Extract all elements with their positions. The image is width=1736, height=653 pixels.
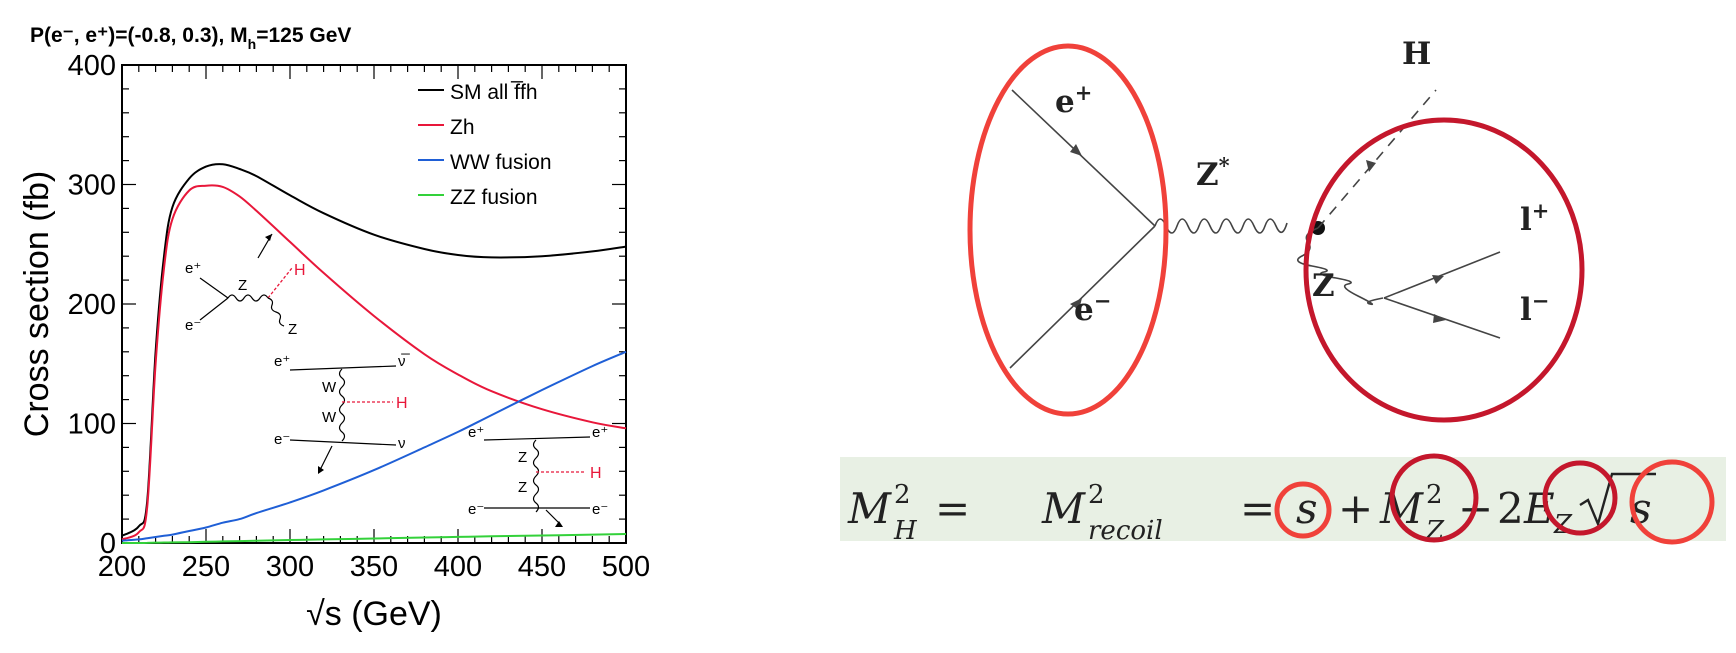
- legend-label: WW fusion: [450, 151, 552, 174]
- zz-e-minus-left-label: e⁻: [468, 501, 484, 518]
- l-plus-line: [1383, 251, 1501, 299]
- legend-label: ZZ fusion: [450, 186, 538, 209]
- e-minus-label: e−: [1074, 288, 1111, 328]
- zz-e-plus-right-label: e⁺: [592, 424, 608, 441]
- series-line-zz-fusion: [121, 533, 627, 545]
- x-tick-label: 500: [602, 551, 650, 583]
- y-tick-label: 0: [100, 528, 116, 560]
- x-tick-label: 400: [434, 551, 482, 583]
- formula-plus: +: [1338, 484, 1373, 533]
- recoil-mass-formula: M 2 H = M 2 recoil = s + M 2 Z − 2 E Z s: [840, 453, 1726, 549]
- ez-highlight: [1542, 460, 1618, 536]
- e-plus-label: e+: [1055, 80, 1092, 120]
- mz-highlight: [1389, 453, 1479, 543]
- ww-w-top-label: W: [322, 379, 337, 396]
- y-axis-label: Cross section (fb): [18, 171, 56, 437]
- zz-e-minus-right-label: e⁻: [592, 501, 608, 518]
- series-line-sm-all-f-fh: [121, 163, 627, 537]
- formula-mrecoil: M: [1041, 484, 1086, 533]
- e-minus-line: [1009, 225, 1156, 369]
- x-axis-label: √s (GeV): [306, 595, 442, 633]
- sqrt-s-highlight: [1629, 459, 1715, 545]
- minor-ticks: [121, 64, 627, 544]
- final-state-highlight: [1303, 117, 1585, 423]
- formula-ez: E: [1523, 484, 1555, 533]
- ww-higgs-label: H: [396, 395, 408, 412]
- zz-z-top-label: Z: [518, 449, 527, 466]
- x-tick-label: 300: [266, 551, 314, 583]
- ww-e-plus-label: e⁺: [274, 353, 290, 370]
- zh-e-plus-label: e⁺: [185, 260, 201, 277]
- higgs-label: H: [1402, 36, 1431, 72]
- z-star-label: Z*: [1196, 153, 1230, 193]
- x-tick-label: 200: [98, 551, 146, 583]
- zz-higgs-label: H: [590, 465, 602, 482]
- x-axis-ticks: 200 250 300 350 400 450 500: [98, 551, 650, 583]
- s-highlight: [1274, 481, 1332, 539]
- zh-z-out-label: Z: [288, 321, 297, 338]
- zh-e-minus-label: e⁻: [185, 317, 201, 334]
- z-label: Z: [1312, 268, 1335, 304]
- plot-frame: [121, 64, 627, 544]
- ww-w-bot-label: W: [322, 409, 337, 426]
- higgs-arrow: [1366, 160, 1376, 172]
- series-layer: [121, 163, 627, 545]
- e-minus-arrow: [1070, 298, 1082, 310]
- ww-nubar-label: ν̅: [398, 353, 411, 370]
- l-plus-label: l+: [1520, 198, 1549, 238]
- zz-e-plus-left-label: e⁺: [468, 424, 484, 441]
- zz-z-bot-label: Z: [518, 479, 527, 496]
- legend-label: Zh: [450, 116, 475, 139]
- zh-z-prop-label: Z: [238, 277, 247, 294]
- x-tick-label: 350: [350, 551, 398, 583]
- zh-higgs-label: H: [294, 262, 306, 279]
- formula-equals-2: =: [1240, 484, 1275, 533]
- z-star-propagator: [1154, 218, 1288, 234]
- y-axis-ticks: 0 100 200 300 400: [68, 50, 116, 560]
- initial-state-highlight: [967, 43, 1169, 417]
- x-tick-label: 450: [518, 551, 566, 583]
- formula-equals-1: =: [935, 484, 970, 533]
- e-plus-arrow: [1070, 144, 1082, 156]
- l-minus-label: l−: [1520, 288, 1549, 328]
- x-tick-label: 250: [182, 551, 230, 583]
- series-line-ww-fusion: [121, 350, 627, 542]
- formula-mh: M: [847, 484, 892, 533]
- chart-title: P(e⁻, e⁺)=(-0.8, 0.3), Mh=125 GeV: [30, 24, 351, 52]
- formula-text: M 2 H = M 2 recoil = s + M 2 Z − 2 E Z s: [847, 464, 1652, 549]
- y-tick-label: 300: [68, 170, 116, 202]
- y-tick-label: 100: [68, 409, 116, 441]
- l-plus-arrow: [1432, 275, 1444, 284]
- sqrt-radical: [1579, 472, 1656, 528]
- legend: SM all f̅fh Zh WW fusion ZZ fusion: [418, 81, 552, 209]
- series-line-zh: [121, 184, 627, 541]
- inset-zh-diagram: e⁺ e⁻ Z H Z: [185, 233, 306, 338]
- y-tick-label: 400: [68, 50, 116, 82]
- y-tick-label: 200: [68, 289, 116, 321]
- ww-e-minus-label: e⁻: [274, 431, 290, 448]
- formula-s: s: [1296, 484, 1318, 533]
- ww-nu-label: ν: [398, 435, 406, 452]
- recoil-feynman-diagram: e+ e− Z* H Z l+ l−: [967, 36, 1585, 423]
- l-minus-arrow: [1433, 314, 1446, 323]
- inset-zz-diagram: e⁺ e⁺ Z Z H e⁻ e⁻: [468, 424, 608, 527]
- inset-ww-diagram: e⁺ ν̅ W W H e⁻ ν: [274, 353, 411, 474]
- higgs-line: [1317, 89, 1437, 229]
- e-plus-line: [1011, 89, 1156, 227]
- legend-label: SM all f̅fh: [450, 81, 538, 104]
- cross-section-chart: P(e⁻, e⁺)=(-0.8, 0.3), Mh=125 GeV 200 250…: [18, 24, 650, 633]
